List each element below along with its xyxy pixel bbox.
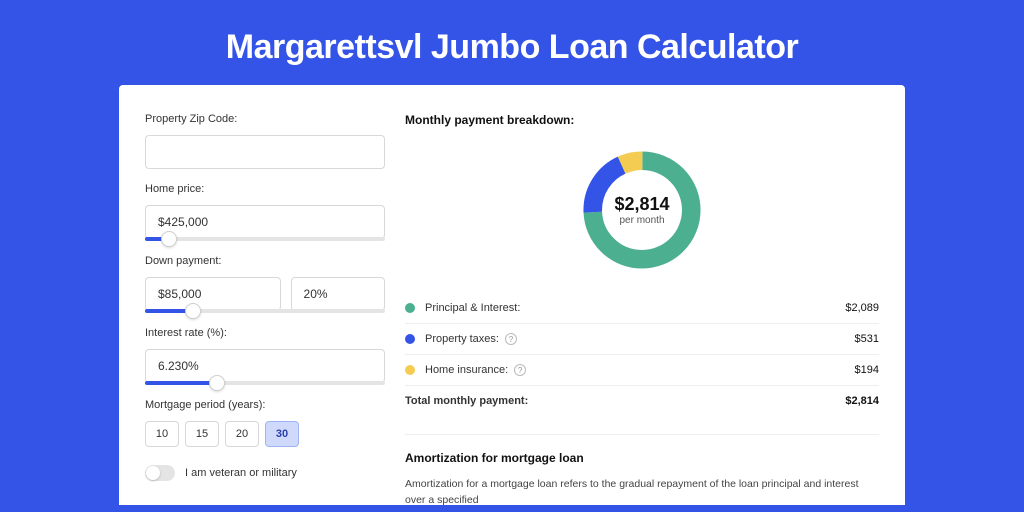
home-price-input[interactable] — [145, 205, 385, 239]
legend-row-principal: Principal & Interest: $2,089 — [405, 293, 879, 323]
interest-slider-thumb[interactable] — [209, 375, 225, 391]
breakdown-panel: Monthly payment breakdown: $2,814 per mo… — [405, 113, 879, 505]
donut-sublabel: per month — [614, 215, 669, 226]
veteran-label: I am veteran or military — [185, 467, 297, 479]
amortization-body: Amortization for a mortgage loan refers … — [405, 477, 879, 505]
veteran-toggle[interactable] — [145, 465, 175, 481]
down-payment-amount-input[interactable] — [145, 277, 281, 311]
legend-row-insurance: Home insurance: ? $194 — [405, 354, 879, 385]
donut-chart: $2,814 per month — [405, 145, 879, 275]
period-option-20[interactable]: 20 — [225, 421, 259, 447]
veteran-toggle-knob — [146, 466, 160, 480]
amortization-section: Amortization for mortgage loan Amortizat… — [405, 434, 879, 505]
donut-center: $2,814 per month — [614, 194, 669, 226]
field-home-price: Home price: — [145, 183, 385, 241]
inputs-panel: Property Zip Code: Home price: Down paym… — [145, 113, 385, 505]
legend-value-principal: $2,089 — [845, 302, 879, 314]
page-title: Margarettsvl Jumbo Loan Calculator — [0, 0, 1024, 85]
donut-value: $2,814 — [614, 194, 669, 215]
field-period: Mortgage period (years): 10152030 — [145, 399, 385, 447]
veteran-row: I am veteran or military — [145, 465, 385, 481]
period-option-30[interactable]: 30 — [265, 421, 299, 447]
zip-label: Property Zip Code: — [145, 113, 385, 125]
legend-label-taxes: Property taxes: ? — [425, 333, 855, 345]
period-label: Mortgage period (years): — [145, 399, 385, 411]
dot-principal — [405, 303, 415, 313]
field-zip: Property Zip Code: — [145, 113, 385, 169]
help-icon[interactable]: ? — [505, 333, 517, 345]
breakdown-title: Monthly payment breakdown: — [405, 113, 879, 127]
legend: Principal & Interest: $2,089 Property ta… — [405, 293, 879, 416]
dot-insurance — [405, 365, 415, 375]
legend-label-taxes-text: Property taxes: — [425, 333, 499, 345]
legend-label-insurance: Home insurance: ? — [425, 364, 855, 376]
calculator-card: Property Zip Code: Home price: Down paym… — [119, 85, 905, 505]
down-payment-label: Down payment: — [145, 255, 385, 267]
legend-label-insurance-text: Home insurance: — [425, 364, 508, 376]
legend-label-principal: Principal & Interest: — [425, 302, 845, 314]
home-price-label: Home price: — [145, 183, 385, 195]
interest-slider-fill — [145, 381, 217, 385]
legend-value-total: $2,814 — [845, 395, 879, 407]
period-option-15[interactable]: 15 — [185, 421, 219, 447]
interest-input[interactable] — [145, 349, 385, 383]
period-options: 10152030 — [145, 421, 385, 447]
down-payment-percent-input[interactable] — [291, 277, 385, 311]
dot-taxes — [405, 334, 415, 344]
field-down-payment: Down payment: — [145, 255, 385, 313]
interest-slider[interactable] — [145, 381, 385, 385]
home-price-slider-thumb[interactable] — [161, 231, 177, 247]
home-price-slider[interactable] — [145, 237, 385, 241]
legend-row-total: Total monthly payment: $2,814 — [405, 385, 879, 416]
period-option-10[interactable]: 10 — [145, 421, 179, 447]
zip-input[interactable] — [145, 135, 385, 169]
help-icon[interactable]: ? — [514, 364, 526, 376]
down-payment-slider[interactable] — [145, 309, 385, 313]
legend-label-total: Total monthly payment: — [405, 395, 845, 407]
interest-label: Interest rate (%): — [145, 327, 385, 339]
legend-value-insurance: $194 — [855, 364, 879, 376]
legend-row-taxes: Property taxes: ? $531 — [405, 323, 879, 354]
down-payment-slider-thumb[interactable] — [185, 303, 201, 319]
amortization-title: Amortization for mortgage loan — [405, 451, 879, 465]
field-interest: Interest rate (%): — [145, 327, 385, 385]
legend-value-taxes: $531 — [855, 333, 879, 345]
